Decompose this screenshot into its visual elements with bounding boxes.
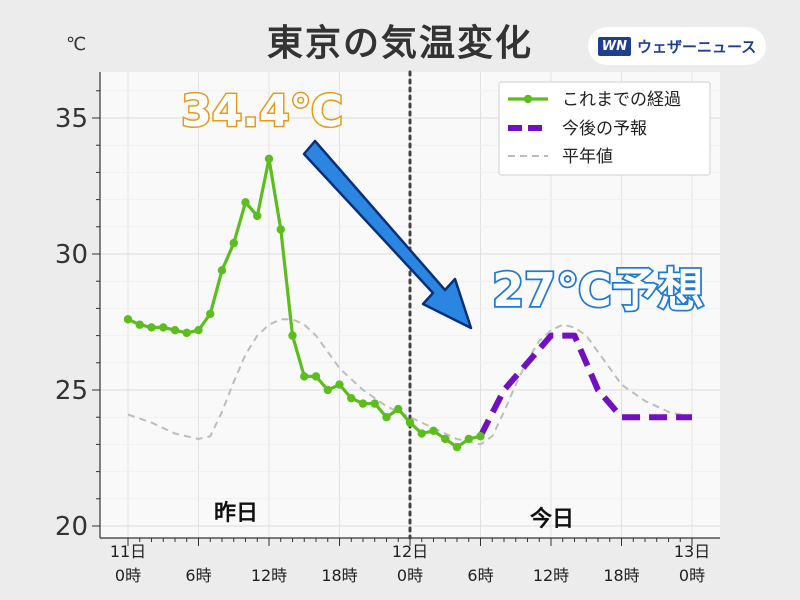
observed-point (382, 413, 391, 422)
observed-point (452, 442, 462, 452)
legend-normal-label: 平年値 (562, 147, 613, 167)
observed-point (253, 211, 262, 221)
x-tick-label-day: 12日 (392, 542, 428, 561)
x-tick-label-hour: 6時 (185, 566, 211, 585)
x-tick-label-hour: 12時 (251, 566, 287, 585)
observed-point (323, 385, 332, 395)
x-tick-label-day: 11日 (110, 542, 146, 561)
x-tick-label-hour: 0時 (397, 566, 423, 585)
observed-point (206, 309, 215, 319)
observed-point (276, 225, 285, 234)
y-tick-label: 35 (55, 104, 88, 134)
observed-point (135, 320, 144, 329)
legend-observed-label: これまでの経過 (562, 90, 681, 110)
x-tick-label-hour: 18時 (603, 566, 639, 585)
observed-point (229, 238, 238, 248)
observed-point (123, 315, 133, 324)
observed-point (217, 266, 227, 275)
down-arrow-icon (302, 139, 473, 330)
observed-point (241, 198, 250, 207)
brand-name: ウェザーニュース (636, 37, 757, 56)
x-tick-label-hour: 6時 (467, 566, 493, 585)
observed-point (264, 154, 274, 163)
weathernews-badge: WN ウェザーニュース (588, 27, 766, 65)
y-tick-label: 20 (55, 512, 88, 542)
x-tick-label-day: 13日 (674, 542, 710, 561)
x-tick-label-hour: 12時 (533, 566, 569, 585)
observed-point (476, 432, 485, 441)
observed-point (311, 372, 321, 381)
y-tick-label: 30 (55, 240, 88, 270)
peak-temp-label: 34.4℃ (181, 86, 343, 137)
observed-point (394, 404, 403, 414)
observed-point (441, 434, 450, 444)
legend-observed-marker (523, 94, 533, 104)
series-normal-line (127, 318, 693, 446)
y-axis-unit-label: ℃ (66, 34, 87, 55)
observed-point (288, 331, 297, 340)
today-label: 今日 (530, 506, 574, 532)
observed-point (417, 429, 426, 438)
series-forecast-line (477, 332, 692, 438)
x-tick-label-hour: 0時 (679, 566, 705, 585)
observed-point (405, 418, 415, 427)
observed-point (147, 323, 156, 332)
observed-point (358, 399, 368, 408)
x-tick-label-hour: 0時 (115, 566, 141, 585)
forecast-temp-label: 27℃予想 (492, 263, 704, 317)
observed-point (170, 325, 180, 335)
observed-point (182, 328, 191, 338)
observed-point (370, 399, 379, 408)
observed-point (347, 393, 356, 403)
observed-point (194, 325, 203, 335)
observed-point (335, 380, 344, 389)
observed-point (429, 426, 438, 435)
legend-box (498, 81, 711, 176)
observed-point (159, 323, 168, 332)
x-tick-label-hour: 18時 (321, 566, 357, 585)
observed-point (464, 434, 473, 444)
y-tick-label: 25 (55, 376, 88, 406)
legend-forecast-label: 今後の予報 (562, 119, 647, 139)
yesterday-label: 昨日 (214, 500, 258, 526)
chart-title: 東京の気温変化 (266, 23, 533, 64)
weathernews-logo-icon: WN (597, 36, 631, 56)
observed-point (300, 372, 309, 381)
